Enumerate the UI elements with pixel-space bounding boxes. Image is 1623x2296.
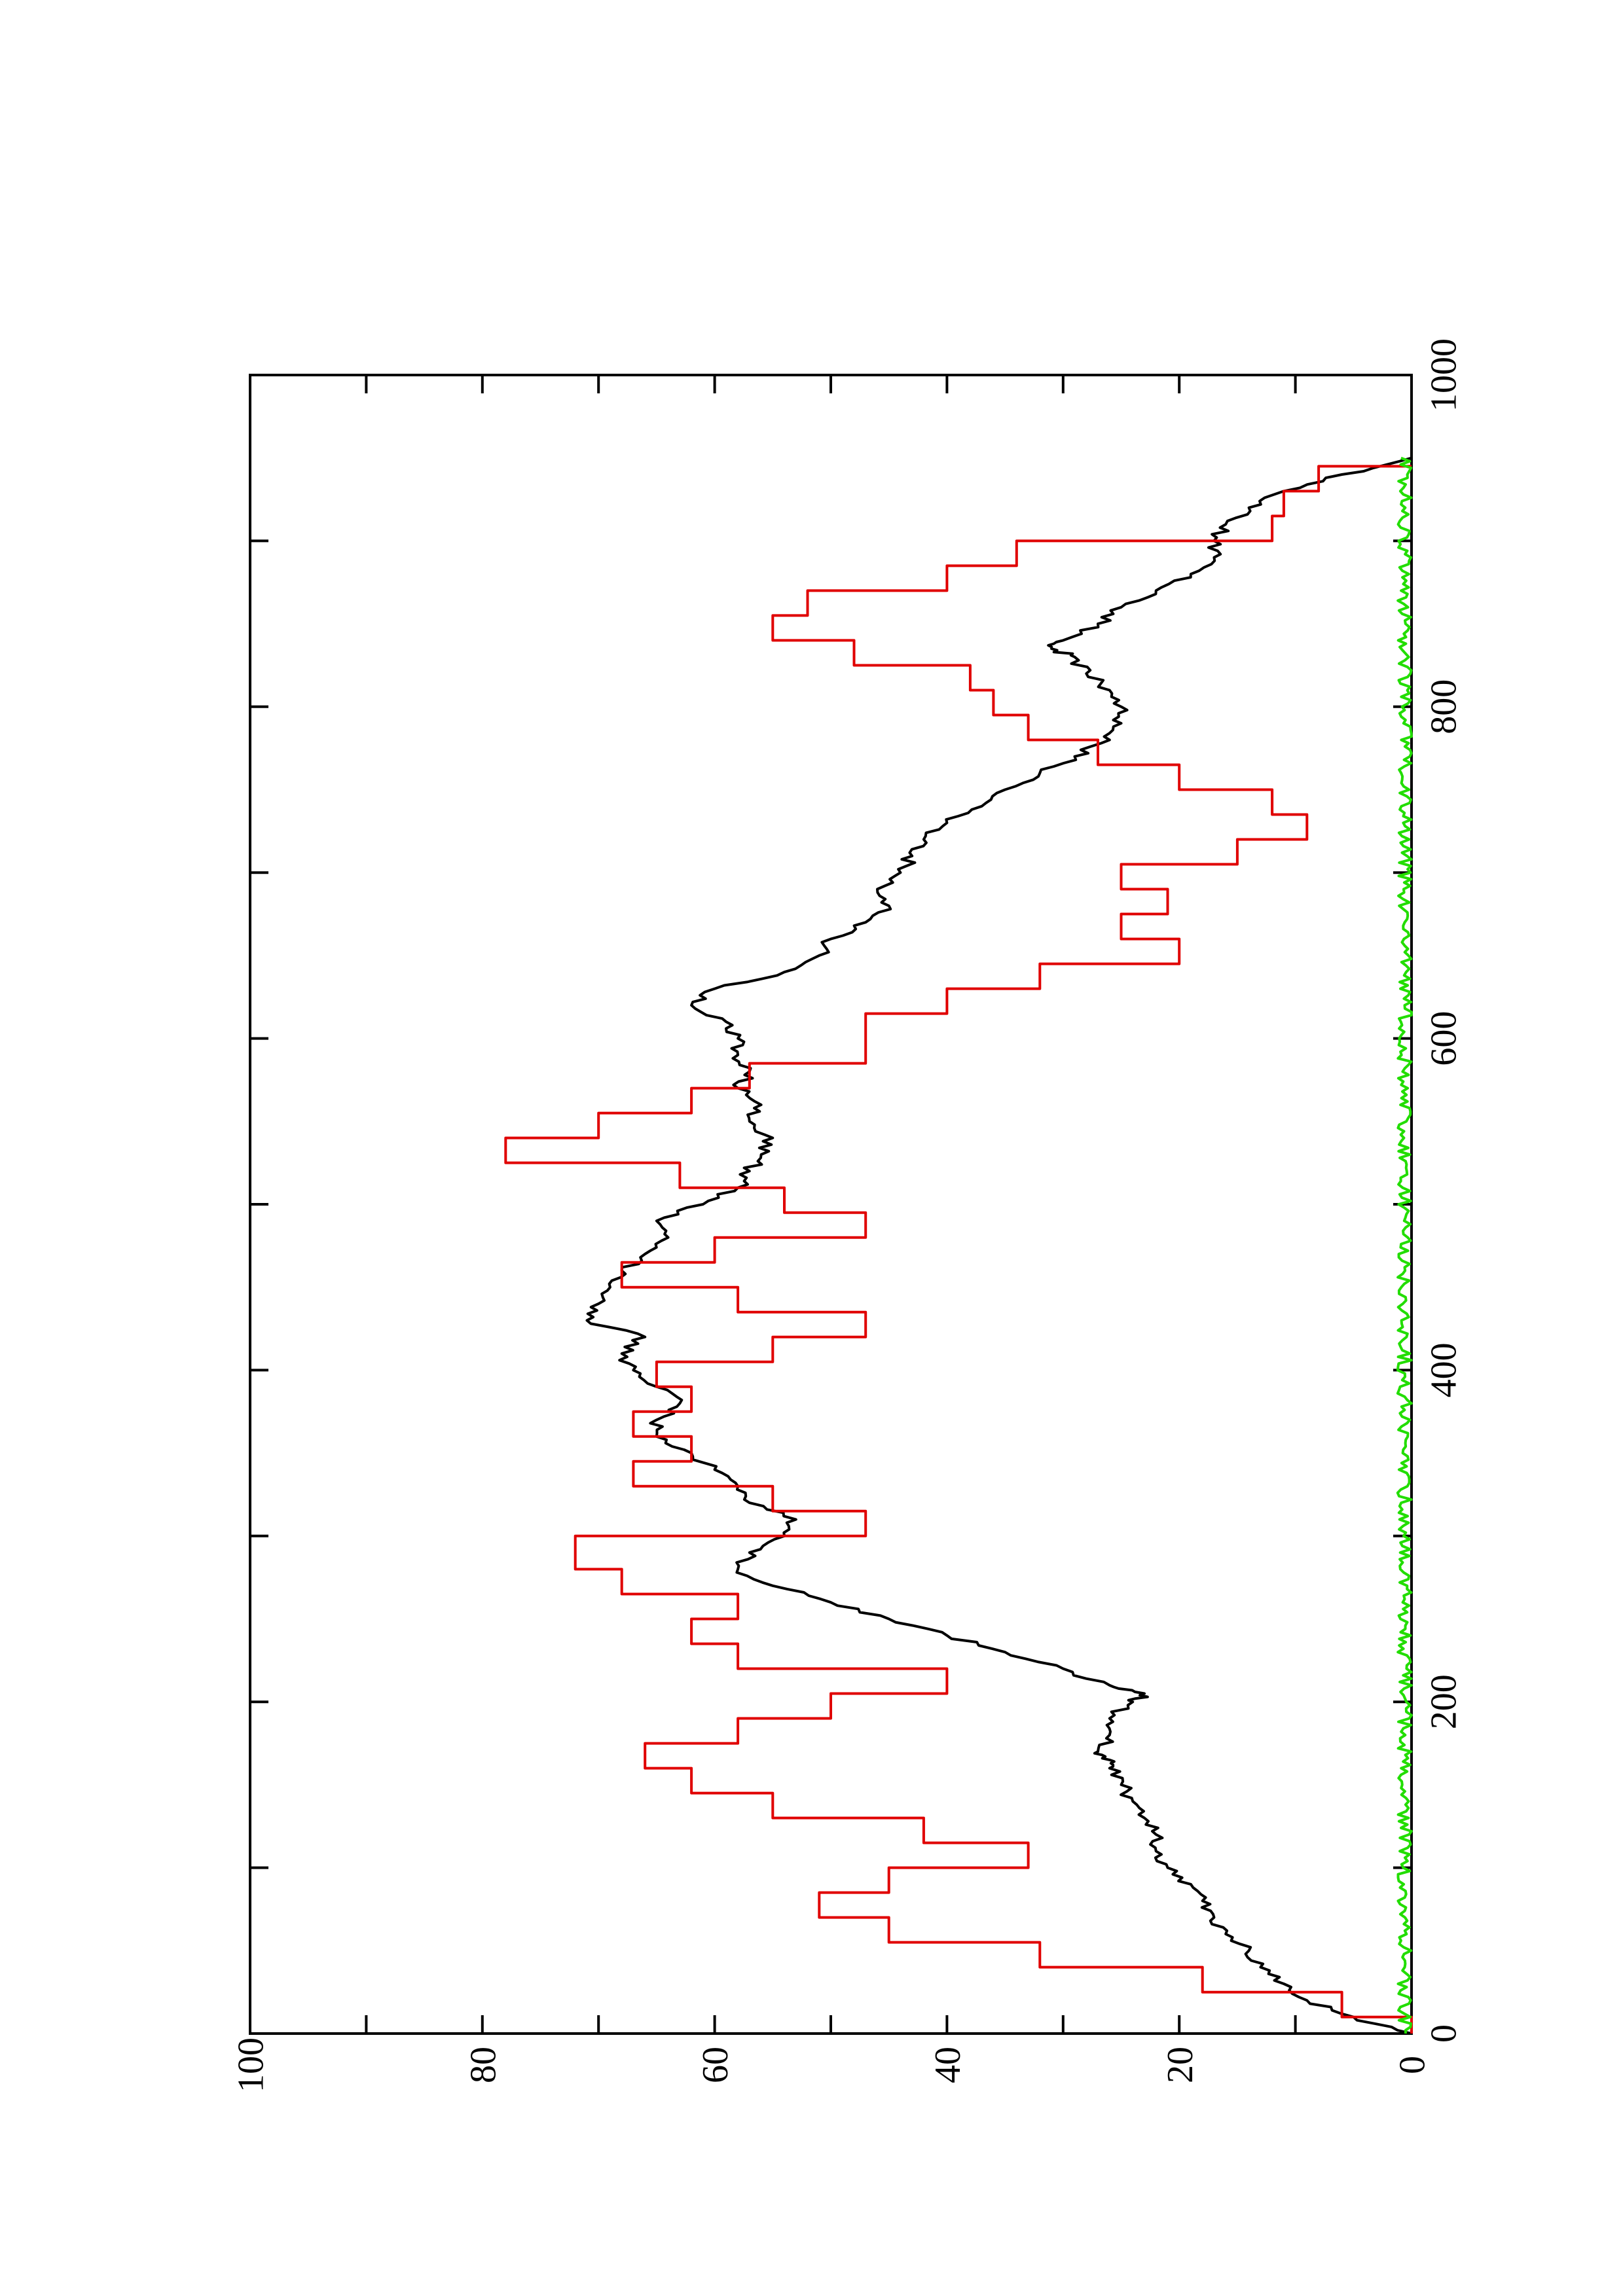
x-tick-label: 200: [1424, 1674, 1465, 1729]
series-line-1: [504, 465, 1413, 2034]
x-tick-label: 400: [1424, 1342, 1465, 1397]
axis-ticks: [249, 374, 1413, 2035]
tick-labels: 0 200 400 600 800 1000 0 20 40 60 80 100: [231, 338, 1465, 2092]
x-tick-label: 1000: [1424, 338, 1465, 412]
y-tick-label: 20: [1160, 2047, 1201, 2083]
x-tick-label: 800: [1424, 679, 1465, 734]
series-line-2: [1396, 456, 1413, 2034]
y-tick-label: 40: [928, 2047, 968, 2083]
x-tick-label: 0: [1424, 2024, 1465, 2043]
plot-frame: [249, 374, 1413, 2035]
y-tick-label: 60: [695, 2047, 736, 2083]
series-group: [504, 456, 1413, 2035]
series-line-0: [585, 456, 1412, 2035]
y-tick-label: 100: [231, 2037, 272, 2092]
y-tick-label: 0: [1393, 2056, 1433, 2074]
x-tick-label: 600: [1424, 1011, 1465, 1066]
y-tick-label: 80: [463, 2047, 503, 2083]
